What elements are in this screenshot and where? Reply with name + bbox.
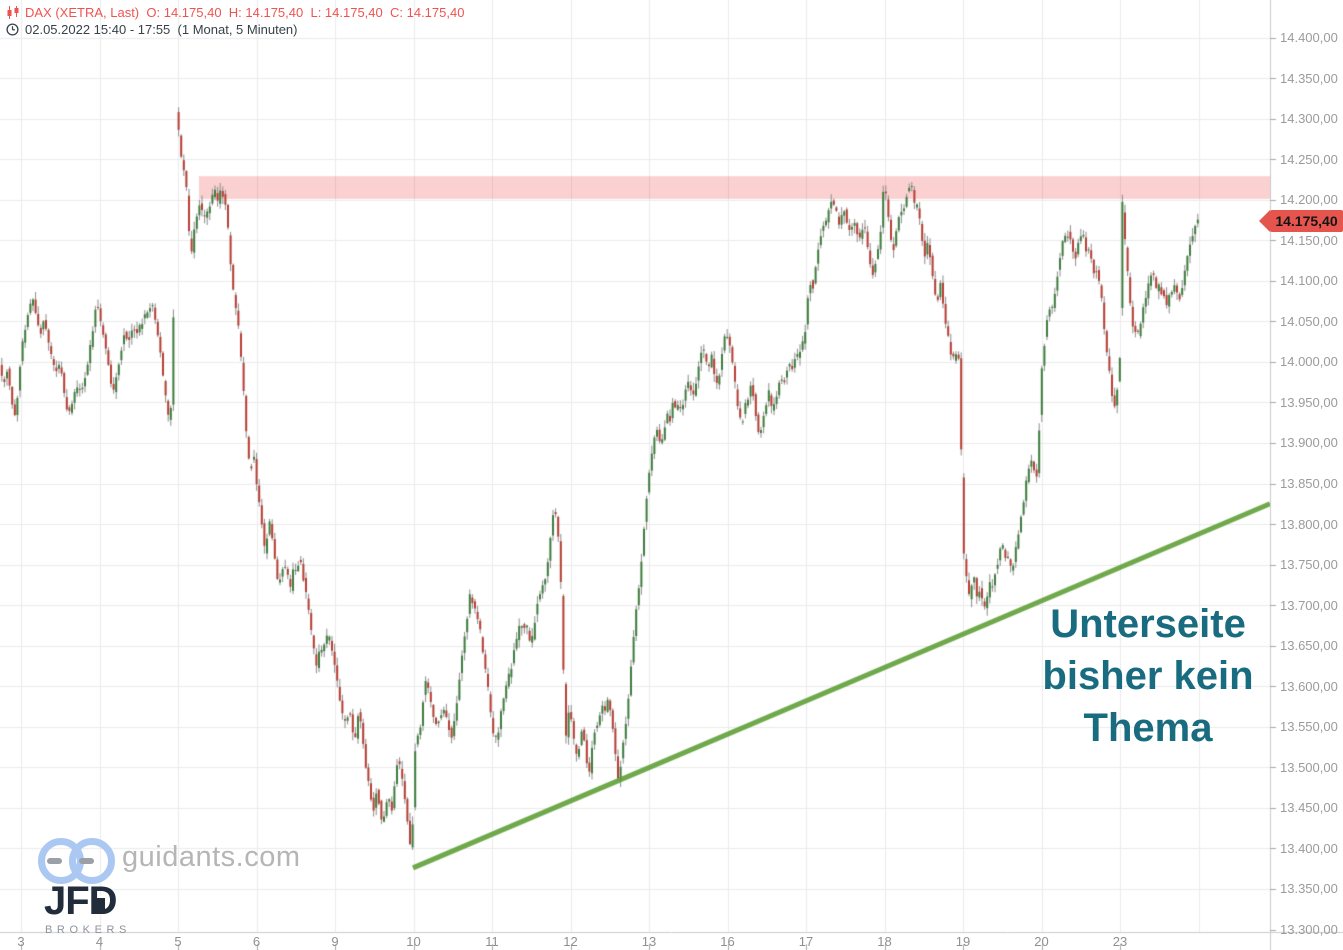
guidants-logo-dash-right: [79, 858, 94, 864]
price-axis-label: 14.350,00: [1280, 70, 1338, 86]
time-axis-label: 3: [17, 934, 25, 949]
price-axis-label: 14.300,00: [1280, 111, 1338, 127]
price-axis-label: 13.900,00: [1280, 435, 1338, 451]
chart-header: DAX (XETRA, Last) O: 14.175,40 H: 14.175…: [6, 5, 464, 37]
ohlc-high: H: 14.175,40: [228, 5, 304, 20]
time-axis-label: 18: [877, 934, 892, 949]
time-axis-label: 17: [798, 934, 814, 949]
ohlc-low: L: 14.175,40: [310, 5, 383, 20]
price-axis-label: 13.600,00: [1280, 678, 1338, 694]
price-axis-label: 13.800,00: [1280, 516, 1338, 532]
datetime-label: 02.05.2022 15:40 - 17:55: [25, 22, 171, 37]
jfd-logo: JFD: [44, 879, 118, 923]
guidants-logo-icon: [38, 838, 130, 884]
time-axis-label: 20: [1034, 934, 1049, 949]
time-axis-label: 5: [174, 934, 182, 949]
jfd-logo-candle-body: [91, 896, 107, 913]
guidants-logo-dash-left: [47, 858, 62, 864]
price-axis-label: 13.750,00: [1280, 557, 1338, 573]
time-axis-label: 6: [252, 934, 261, 949]
time-axis-label: 23: [1112, 934, 1128, 949]
price-axis-label: 13.450,00: [1280, 800, 1338, 816]
time-axis-label: 4: [95, 934, 104, 949]
time-axis-label: 11: [485, 934, 499, 949]
price-axis-label: 13.550,00: [1280, 719, 1338, 735]
annotation-line-2: bisher kein: [1042, 654, 1254, 698]
time-axis-label: 10: [406, 934, 421, 949]
time-axis-label: 12: [563, 934, 578, 949]
price-axis-label: 13.350,00: [1280, 881, 1338, 897]
price-axis-label: 13.500,00: [1280, 759, 1338, 775]
price-axis-label: 13.300,00: [1280, 922, 1338, 937]
period-label: (1 Monat, 5 Minuten): [177, 22, 298, 37]
price-axis-label: 14.400,00: [1280, 30, 1338, 45]
ohlc-close: C: 14.175,40: [390, 5, 465, 20]
last-price-tag: 14.175,40: [1270, 210, 1343, 232]
candlestick-icon: [7, 6, 19, 19]
guidants-watermark: guidants.com: [122, 841, 301, 873]
last-price-arrow: [1259, 210, 1270, 232]
jfd-brokers-label: BROKERS: [45, 924, 131, 936]
time-axis-label: 16: [720, 934, 735, 949]
time-axis-label: 19: [955, 934, 971, 949]
time-axis-label: 9: [331, 934, 339, 949]
ohlc-open: O: 14.175,40: [146, 5, 222, 20]
price-axis-label: 13.950,00: [1280, 394, 1338, 410]
price-axis-label: 14.000,00: [1280, 354, 1338, 370]
datetime-line: 02.05.2022 15:40 - 17:55 (1 Monat, 5 Min…: [6, 22, 464, 37]
clock-icon: [6, 23, 19, 36]
price-axis-label: 14.150,00: [1280, 232, 1338, 248]
annotation-text: Unterseite bisher kein Thema: [1020, 598, 1276, 754]
price-axis-label: 14.050,00: [1280, 313, 1338, 329]
price-axis-label: 13.700,00: [1280, 597, 1338, 613]
annotation-line-3: Thema: [1083, 706, 1213, 750]
price-axis-label: 13.850,00: [1280, 476, 1338, 491]
symbol-label: DAX (XETRA, Last): [25, 5, 140, 20]
annotation-line-1: Unterseite: [1050, 602, 1246, 646]
price-axis-label: 13.650,00: [1280, 638, 1338, 654]
price-axis-label: 14.100,00: [1280, 273, 1338, 289]
instrument-line: DAX (XETRA, Last) O: 14.175,40 H: 14.175…: [6, 5, 464, 20]
price-axis-label: 14.250,00: [1280, 151, 1338, 167]
price-axis-label: 13.400,00: [1280, 840, 1338, 856]
time-axis-label: 13: [641, 934, 657, 949]
guidants-logo-circle-right: [69, 838, 115, 884]
price-axis-label: 14.200,00: [1280, 192, 1338, 208]
